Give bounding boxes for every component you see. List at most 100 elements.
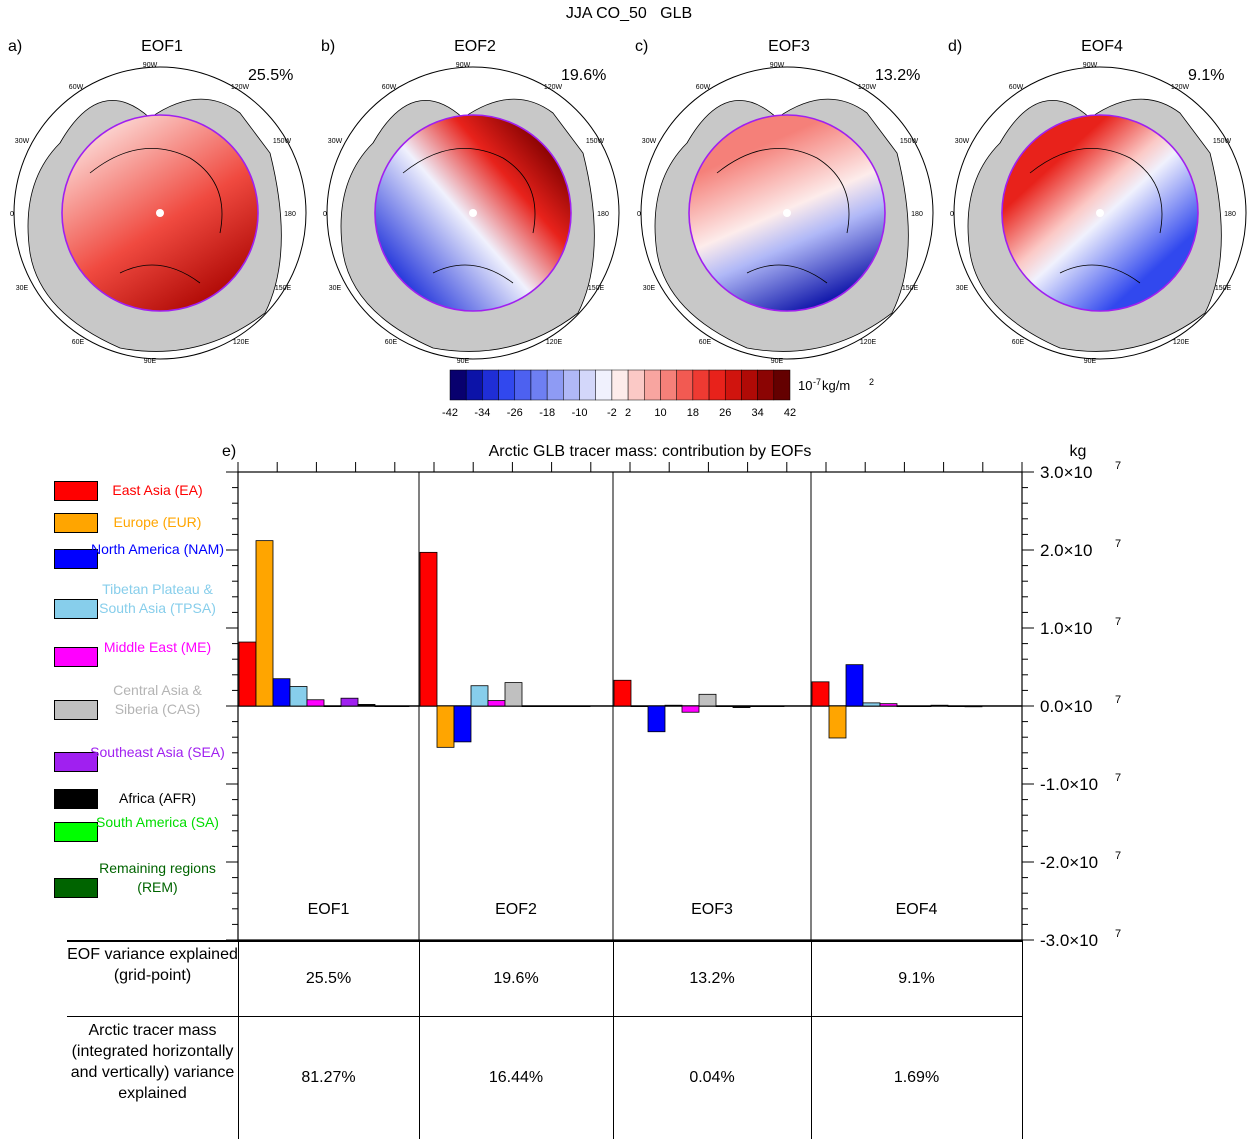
longitude-label: 30W [642,138,657,145]
polar-map: 90W 60W 120W 30W 150W 0 180 30E 150E 60E 120E 90E [10,62,307,365]
colorbar-tick-label: -10 [572,407,588,419]
longitude-label: 90E [144,358,157,365]
colorbar-swatch [514,369,532,401]
colorbar-tick-label: 26 [719,407,731,419]
longitude-label: 150W [900,138,919,145]
svg-text:7: 7 [1115,850,1121,862]
colorbar-swatch [757,369,775,401]
bar [913,705,932,708]
longitude-label: 30E [643,285,656,292]
category-label: EOF3 [691,901,733,918]
longitude-label: 180 [597,211,609,218]
bar [862,702,881,707]
coastline [402,148,536,234]
bar [630,705,649,708]
chart-title: Arctic GLB tracer mass: contribution by … [489,443,812,460]
figure-title: JJA CO_50 GLB [565,5,693,22]
table-cell: 1.69% [893,1069,940,1086]
colorbar-swatch [579,369,596,401]
svg-text:-3.0×10: -3.0×10 [1040,931,1098,950]
legend-label: Tibetan Plateau & South Asia (TPSA) [99,581,216,616]
longitude-label: 90W [1083,62,1098,69]
pole-marker [469,209,477,217]
bar [930,704,949,707]
longitude-label: 60W [696,84,711,91]
coastline [1059,264,1141,284]
svg-text:2.0×10: 2.0×10 [1040,541,1092,560]
longitude-label: 150E [902,285,919,292]
longitude-label: 150W [1213,138,1232,145]
polar-map: 90W 60W 120W 30W 150W 0 180 30E 150E 60E 120E 90E [950,62,1247,365]
bar [323,705,342,708]
bar [255,540,274,707]
longitude-label: 90E [457,358,470,365]
legend-label: Middle East (ME) [103,639,212,655]
category-label: EOF2 [495,901,537,918]
longitude-label: 60W [382,84,397,91]
colorbar-tick-label: 34 [751,407,763,419]
colorbar-swatch [644,369,661,401]
legend-label: Europe (EUR) [113,514,202,530]
bar [879,703,898,707]
panel-variance: 25.5% [248,67,294,84]
panel-letter: c) [635,38,649,55]
bar [947,705,966,708]
longitude-label: 0 [637,211,641,218]
longitude-label: 150W [273,138,292,145]
svg-text:-1.0×10: -1.0×10 [1040,775,1098,794]
longitude-label: 120W [858,84,877,91]
colorbar-swatch [741,369,758,401]
legend-swatch [54,513,98,533]
colorbar-tick-label: -18 [539,407,555,419]
legend-swatch [54,752,98,772]
bar [340,697,359,707]
legend-label: South America (SA) [96,814,219,830]
bar [698,693,717,707]
longitude-label: 90W [456,62,471,69]
legend-label: North America (NAM) [90,541,225,557]
coastline [119,264,201,284]
bar [613,679,632,707]
colorbar-tick-label: -42 [442,407,458,419]
coastline [1029,148,1163,234]
coastline [716,148,850,234]
colorbar-swatch [611,369,629,401]
longitude-label: 60E [72,339,85,346]
longitude-label: 30W [15,138,30,145]
panel-variance: 9.1% [1188,67,1225,84]
longitude-label: 90E [1084,358,1097,365]
legend-swatch [54,789,98,809]
table-divider [238,940,239,1139]
colorbar-tick-label: 18 [687,407,699,419]
colorbar-swatch [595,369,613,401]
bar [289,686,308,707]
colorbar-swatch [465,369,483,401]
svg-text:7: 7 [1115,928,1121,940]
legend-label: Remaining regions (REM) [99,860,216,895]
bar [715,705,734,708]
longitude-label: 120W [544,84,563,91]
svg-text:7: 7 [1115,538,1121,550]
longitude-label: 150W [586,138,605,145]
coastline [746,264,828,284]
table-cell: 16.44% [488,1069,544,1086]
table-cell: 25.5% [305,970,352,987]
longitude-label: 150E [275,285,292,292]
svg-text:-2.0×10: -2.0×10 [1040,853,1098,872]
legend-label: Africa (AFR) [119,790,196,806]
table-cell: 9.1% [898,970,935,987]
legend-swatch [54,647,98,667]
colorbar-swatch [660,369,677,401]
coastline [432,264,514,284]
colorbar-swatch [627,369,645,401]
contribution-bar-chart: 3.0×10 72.0×10 71.0×10 70.0×10 7-1.0×10 7-2.0… [222,443,1121,950]
longitude-label: 60W [69,84,84,91]
y-tick-label: -3.0×10 7 [1040,928,1121,950]
bar [357,704,376,707]
bar [453,705,472,743]
colorbar-unit-suffix: kg/m [822,378,850,393]
bar [436,705,455,748]
longitude-label: 0 [950,211,954,218]
colorbar-swatch [482,369,499,401]
svg-text:0.0×10: 0.0×10 [1040,697,1092,716]
